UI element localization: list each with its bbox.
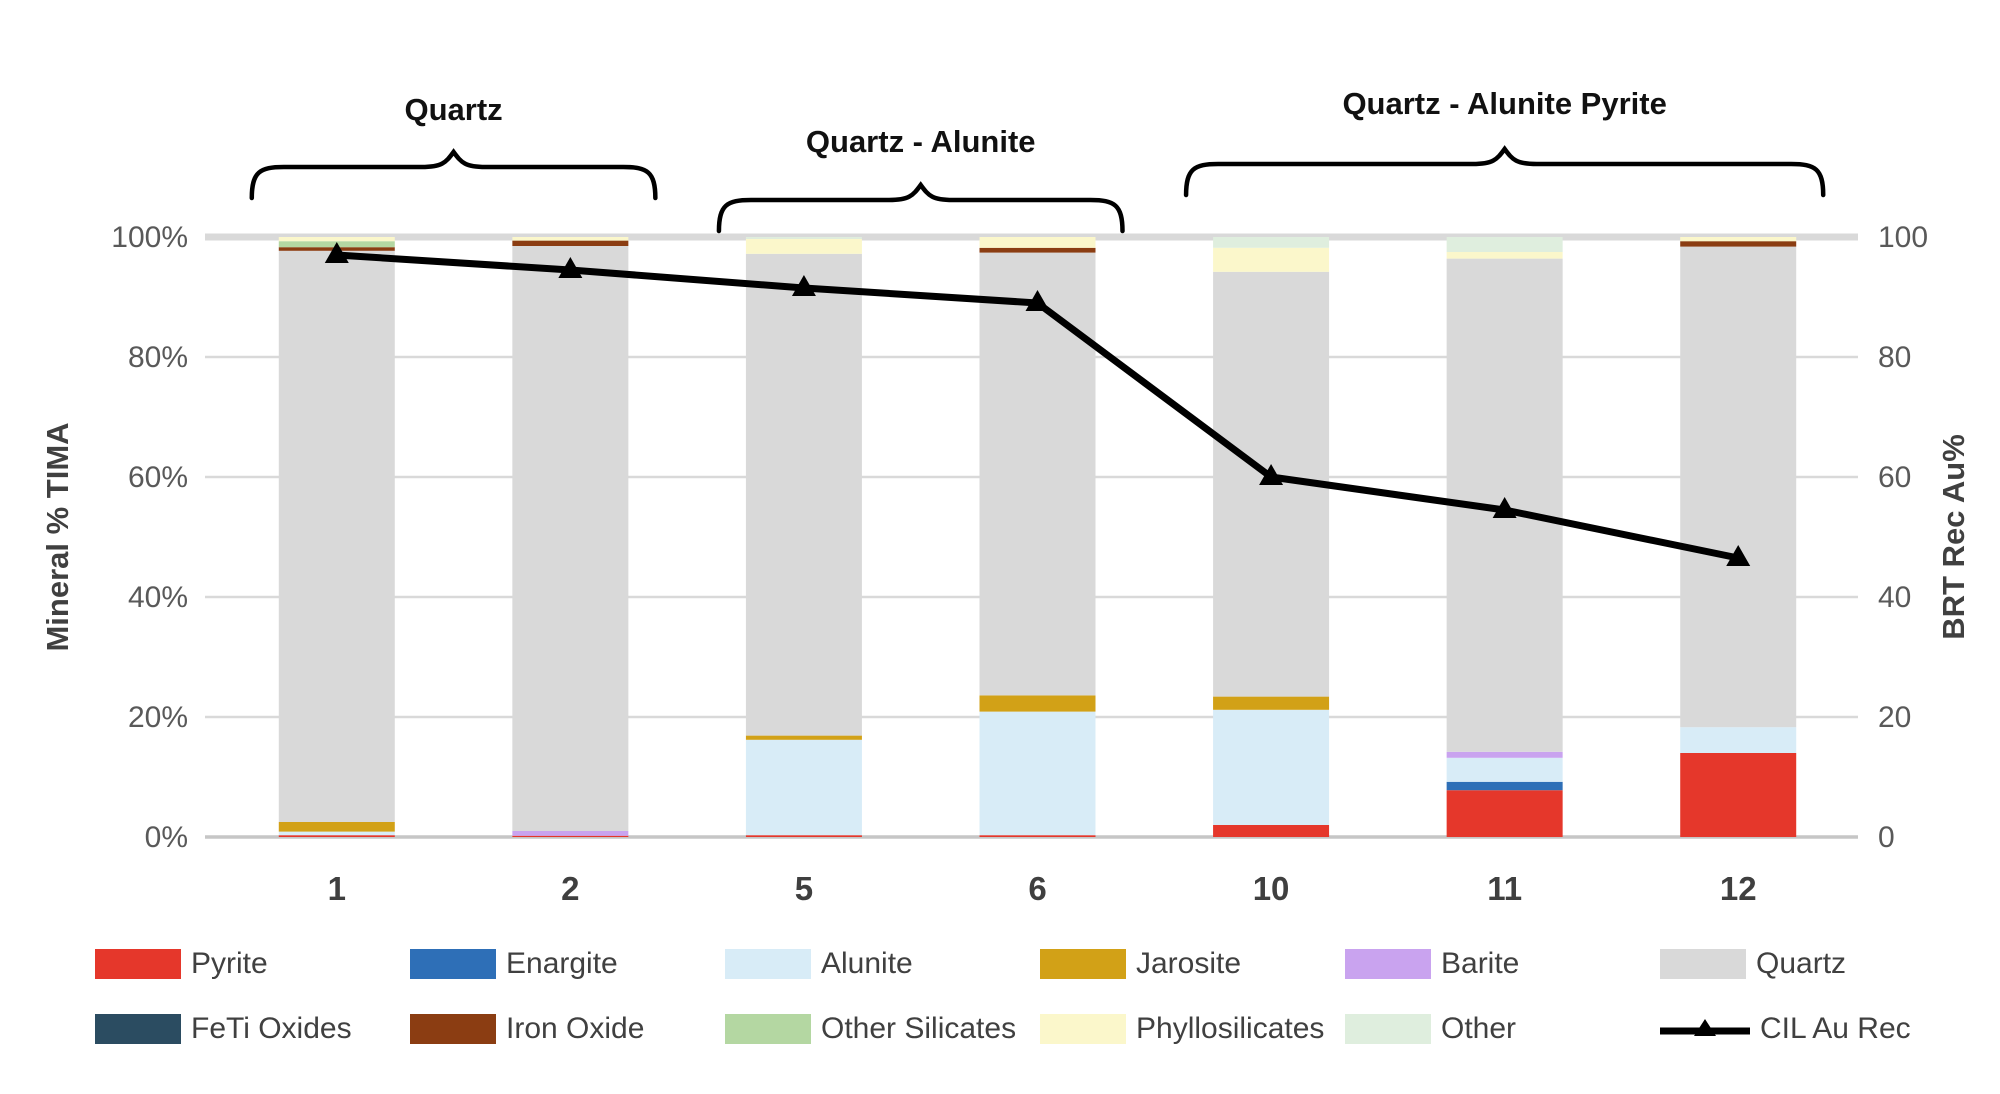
right-tick-60: 60: [1878, 461, 1911, 494]
right-tick-20: 20: [1878, 701, 1911, 734]
bar-10-segment-phyllosilicates: [1213, 247, 1330, 272]
bar-12-segment-iron-oxide: [1680, 241, 1797, 247]
left-tick-60: 60%: [128, 461, 188, 494]
bar-6-segment-pyrite: [979, 835, 1096, 837]
bar-5-segment-pyrite: [745, 835, 862, 837]
recovery-line-layer: [324, 242, 1751, 566]
group-brace-quartz: [249, 148, 658, 201]
bar-6-segment-iron-oxide: [979, 247, 1096, 253]
bar-5-segment-other: [745, 237, 862, 239]
bar-1-segment-phyllosilicates: [278, 237, 395, 242]
category-label-1: 1: [328, 870, 346, 907]
stacked-bar-12: [1680, 237, 1797, 837]
bar-1-segment-alunite: [278, 831, 395, 836]
bar-11-segment-enargite: [1446, 781, 1563, 791]
bar-10-segment-other: [1213, 237, 1330, 248]
bar-12-segment-phyllosilicates: [1680, 237, 1797, 242]
bar-6-segment-quartz: [979, 252, 1096, 696]
right-tick-80: 80: [1878, 341, 1911, 374]
bar-10-segment-alunite: [1213, 709, 1330, 825]
left-tick-20: 20%: [128, 701, 188, 734]
bar-1-segment-quartz: [278, 250, 395, 823]
left-tick-100: 100%: [111, 221, 188, 254]
bar-2-segment-phyllosilicates: [512, 237, 629, 241]
bar-5-segment-quartz: [745, 253, 862, 736]
group-label-quartz: Quartz: [404, 92, 502, 127]
category-label-2: 2: [561, 870, 579, 907]
bar-6-segment-phyllosilicates: [979, 237, 1096, 248]
line-marker-2: [558, 257, 583, 278]
bar-6-segment-jarosite: [979, 695, 1096, 712]
stacked-bar-5: [745, 237, 862, 837]
bar-5-segment-phyllosilicates: [745, 238, 862, 254]
group-label-quartz-alunite-pyrite: Quartz - Alunite Pyrite: [1342, 86, 1666, 121]
line-marker-11: [1492, 497, 1517, 518]
bar-10-segment-pyrite: [1213, 825, 1330, 837]
left-tick-80: 80%: [128, 341, 188, 374]
bar-5-segment-alunite: [745, 739, 862, 836]
left-tick-0: 0%: [145, 821, 188, 854]
bar-12-segment-pyrite: [1680, 753, 1797, 837]
stacked-bar-6: [979, 237, 1096, 837]
category-label-10: 10: [1253, 870, 1290, 907]
right-tick-40: 40: [1878, 581, 1911, 614]
group-label-quartz-alunite: Quartz - Alunite: [806, 124, 1036, 159]
bar-2-segment-barite: [512, 831, 629, 836]
group-brace-quartz-alunite-pyrite: [1183, 145, 1826, 198]
bar-12-segment-quartz: [1680, 246, 1797, 728]
stacked-bar-1: [278, 237, 395, 837]
line-marker-10: [1259, 464, 1284, 485]
line-marker-6: [1025, 290, 1050, 311]
right-tick-0: 0: [1878, 821, 1895, 854]
line-marker-12: [1726, 545, 1751, 566]
bar-11-segment-pyrite: [1446, 790, 1563, 837]
bar-11-segment-phyllosilicates: [1446, 252, 1563, 259]
bar-2-segment-pyrite: [512, 835, 629, 837]
bar-10-segment-jarosite: [1213, 696, 1330, 710]
category-label-6: 6: [1028, 870, 1046, 907]
bar-6-segment-alunite: [979, 711, 1096, 836]
category-label-12: 12: [1720, 870, 1757, 907]
stacked-bars-layer: [278, 237, 1797, 837]
left-tick-40: 40%: [128, 581, 188, 614]
bar-2-segment-quartz: [512, 246, 629, 831]
right-axis-title: BRT Rec Au%: [1936, 434, 1971, 640]
stacked-bar-10: [1213, 237, 1330, 837]
category-label-5: 5: [795, 870, 813, 907]
bar-11-segment-alunite: [1446, 757, 1563, 782]
bar-12-segment-alunite: [1680, 727, 1797, 753]
bar-1-segment-jarosite: [278, 822, 395, 832]
line-marker-5: [791, 275, 816, 296]
line-marker-1: [324, 242, 349, 263]
category-label-11: 11: [1487, 870, 1522, 907]
bar-2-segment-iron-oxide: [512, 240, 629, 246]
bar-1-segment-pyrite: [278, 835, 395, 837]
left-axis-title: Mineral % TIMA: [40, 422, 75, 651]
bar-11-segment-barite: [1446, 751, 1563, 758]
stacked-bar-11: [1446, 237, 1563, 837]
bar-5-segment-jarosite: [745, 735, 862, 740]
group-braces-layer: Quartz Quartz - Alunite Quartz - Alunite P…: [249, 86, 1826, 234]
right-tick-100: 100: [1878, 221, 1928, 254]
bar-11-segment-other: [1446, 237, 1563, 252]
stacked-bar-2: [512, 237, 629, 837]
group-brace-quartz-alunite: [716, 181, 1125, 234]
